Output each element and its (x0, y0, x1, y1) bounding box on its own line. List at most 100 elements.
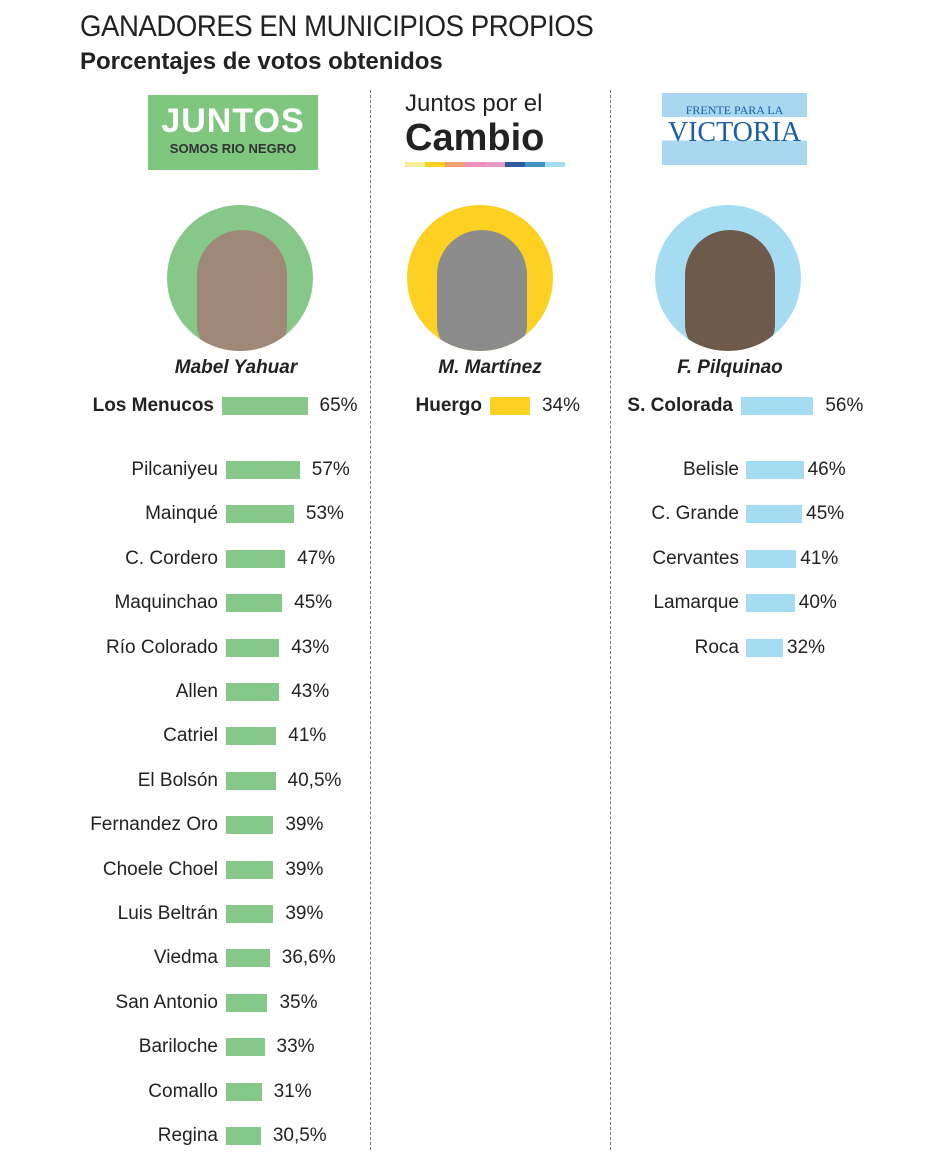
category-label: Belisle (683, 459, 739, 480)
value-label: 35% (279, 991, 318, 1013)
category-label: Viedma (153, 947, 218, 969)
value-label: 33% (276, 1036, 315, 1058)
bar-row-label: Roca (0, 637, 739, 658)
value-label: 34% (541, 395, 580, 416)
logo-stripe (405, 162, 565, 167)
bar-row-label: Fernandez Oro (0, 815, 218, 835)
bar-row-label: S. Colorada (0, 396, 733, 416)
category-label: Maquinchao (114, 592, 218, 614)
column-divider (610, 90, 611, 1150)
bar-row-label: Río Colorado (0, 636, 218, 658)
candidate-photo (407, 205, 553, 351)
candidate-name: F. Pilquinao (677, 357, 783, 378)
bar (226, 771, 276, 790)
bar-row-label: Comallo (0, 1080, 218, 1102)
bar (746, 594, 795, 613)
bar-row-label: El Bolsón (0, 769, 218, 791)
value-label: 57% (311, 459, 350, 480)
category-label: Luis Beltrán (117, 903, 218, 924)
logo-text: Cambio (405, 117, 545, 159)
bar-row-label: Belisle (0, 460, 739, 480)
bar-row-label: Luis Beltrán (0, 904, 218, 924)
bar-row-label: Los Menucos (0, 396, 214, 416)
bar (746, 461, 804, 479)
candidate-name: M. Martínez (438, 357, 542, 378)
bar (226, 905, 274, 923)
category-label: Mainqué (145, 503, 218, 525)
category-label: Bariloche (138, 1036, 218, 1058)
category-label: Comallo (148, 1080, 218, 1102)
bar-row-label: C. Grande (0, 504, 739, 524)
category-label: C. Grande (651, 503, 739, 525)
value-label: 41% (288, 725, 327, 747)
bar-row-label: Viedma (0, 948, 218, 968)
category-label: Pilcaniyeu (131, 459, 218, 480)
value-label: 45% (806, 503, 845, 525)
category-label: Cervantes (652, 547, 739, 569)
value-label: 43% (291, 636, 330, 658)
chart-subtitle: Porcentajes de votos obtenidos (80, 48, 443, 75)
bar (226, 461, 300, 479)
value-label: 32% (787, 636, 826, 658)
value-label: 43% (291, 681, 330, 702)
bar (226, 638, 280, 657)
bar-row-label: San Antonio (0, 991, 218, 1013)
value-label: 30,5% (272, 1125, 327, 1146)
candidate-name: Mabel Yahuar (174, 357, 298, 378)
bar (741, 397, 814, 415)
candidate-photo (655, 205, 801, 351)
bar-row-label: Regina (0, 1126, 218, 1146)
category-label: Choele Choel (102, 858, 218, 880)
bar (226, 594, 283, 613)
value-label: 46% (807, 459, 846, 480)
logo-text: SOMOS RIO NEGRO (169, 141, 297, 156)
category-label: Los Menucos (92, 395, 214, 416)
value-label: 65% (319, 395, 358, 416)
bar (226, 683, 280, 701)
bar (490, 397, 530, 415)
bar (226, 860, 274, 879)
bar (746, 549, 797, 568)
value-label: 41% (800, 547, 839, 569)
category-label: S. Colorada (627, 395, 733, 416)
category-label: Allen (175, 681, 218, 702)
bar-row-label: Allen (0, 682, 218, 702)
value-label: 39% (285, 903, 324, 924)
bar (226, 1127, 261, 1145)
bar-row-label: Pilcaniyeu (0, 460, 218, 480)
column-divider (370, 90, 371, 1150)
bar-row-label: Choele Choel (0, 858, 218, 880)
logo-text: FRENTE PARA LA (685, 103, 784, 117)
cambio-logo: Juntos por el Cambio (405, 90, 570, 167)
category-label: El Bolsón (137, 769, 218, 791)
bar (226, 505, 294, 524)
logo-text: Juntos por el (405, 90, 543, 117)
bar (226, 949, 270, 968)
bar-row-label: Mainqué (0, 504, 218, 524)
bar-row-label: Bariloche (0, 1037, 218, 1057)
bar-row-label: Catriel (0, 726, 218, 746)
category-label: Huergo (415, 395, 483, 416)
category-label: Catriel (163, 725, 218, 747)
bar (222, 397, 308, 415)
bar (226, 1082, 262, 1101)
bar-row-label: C. Cordero (0, 547, 218, 569)
category-label: Regina (157, 1125, 218, 1146)
bar (226, 727, 277, 746)
bar (226, 816, 274, 835)
bar-row-label: Huergo (0, 395, 483, 416)
bar (226, 1038, 265, 1057)
bar-row-label: Cervantes (0, 547, 739, 569)
candidate-photo (167, 205, 313, 351)
category-label: C. Cordero (125, 547, 218, 569)
value-label: 39% (285, 858, 324, 880)
category-label: Río Colorado (106, 636, 218, 658)
bar (226, 549, 286, 568)
category-label: Lamarque (653, 592, 739, 614)
value-label: 45% (294, 592, 333, 614)
logo-text: JUNTOS (161, 102, 305, 140)
juntos-logo: JUNTOS SOMOS RIO NEGRO (148, 95, 318, 170)
category-label: San Antonio (115, 991, 218, 1013)
fpv-logo: FRENTE PARA LA VICTORIA (662, 93, 807, 165)
